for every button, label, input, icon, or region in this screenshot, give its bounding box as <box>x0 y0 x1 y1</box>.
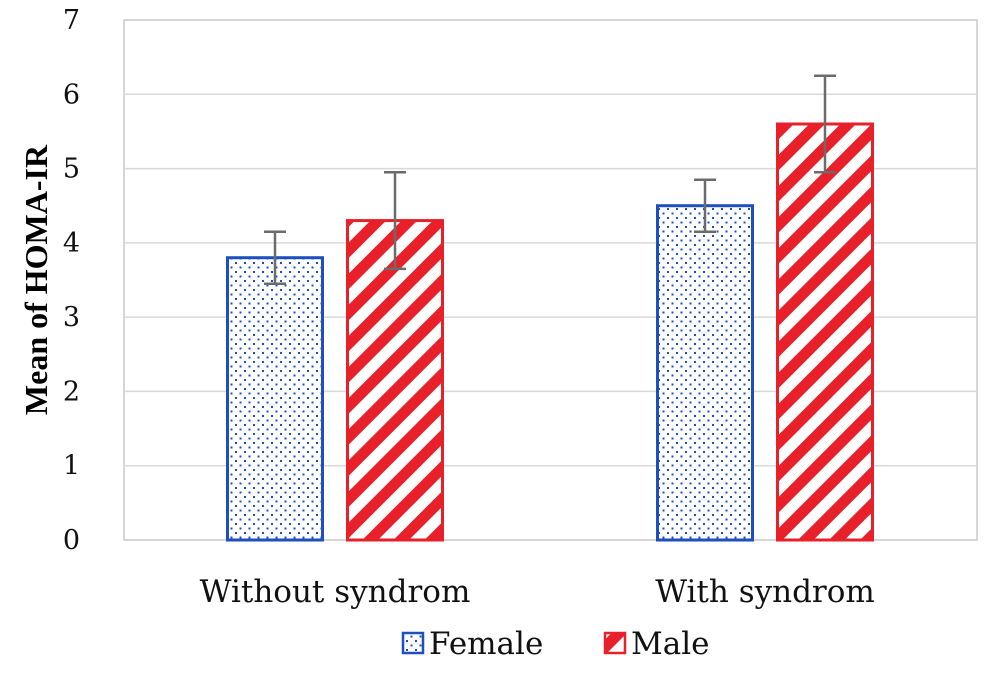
x-category-label: Without syndrom <box>200 574 471 610</box>
legend-swatch-male <box>603 631 627 655</box>
y-axis-label: Mean of HOMA-IR <box>18 144 54 415</box>
y-tick-label: 5 <box>63 154 80 185</box>
legend-label-female: Female <box>429 626 543 662</box>
y-tick-label: 0 <box>63 525 80 556</box>
error-bars <box>264 74 836 285</box>
y-tick-label: 6 <box>63 79 80 110</box>
bar-male-1 <box>776 122 874 542</box>
x-axis-categories: Without syndrom With syndrom <box>200 574 875 610</box>
y-tick-label: 2 <box>63 376 80 407</box>
legend: Female Male <box>401 626 709 662</box>
y-tick-label: 4 <box>63 228 80 259</box>
x-category-label: With syndrom <box>655 574 875 610</box>
y-tick-label: 3 <box>63 302 80 333</box>
y-tick-label: 7 <box>63 5 80 36</box>
y-axis-ticks: 0 1 2 3 4 5 6 7 <box>63 5 80 556</box>
legend-swatch-female <box>401 631 425 655</box>
bar-female-0 <box>226 256 324 542</box>
bar-male-0 <box>346 219 444 542</box>
y-tick-label: 1 <box>63 451 80 482</box>
legend-label-male: Male <box>631 626 709 662</box>
bar-female-1 <box>656 204 754 542</box>
